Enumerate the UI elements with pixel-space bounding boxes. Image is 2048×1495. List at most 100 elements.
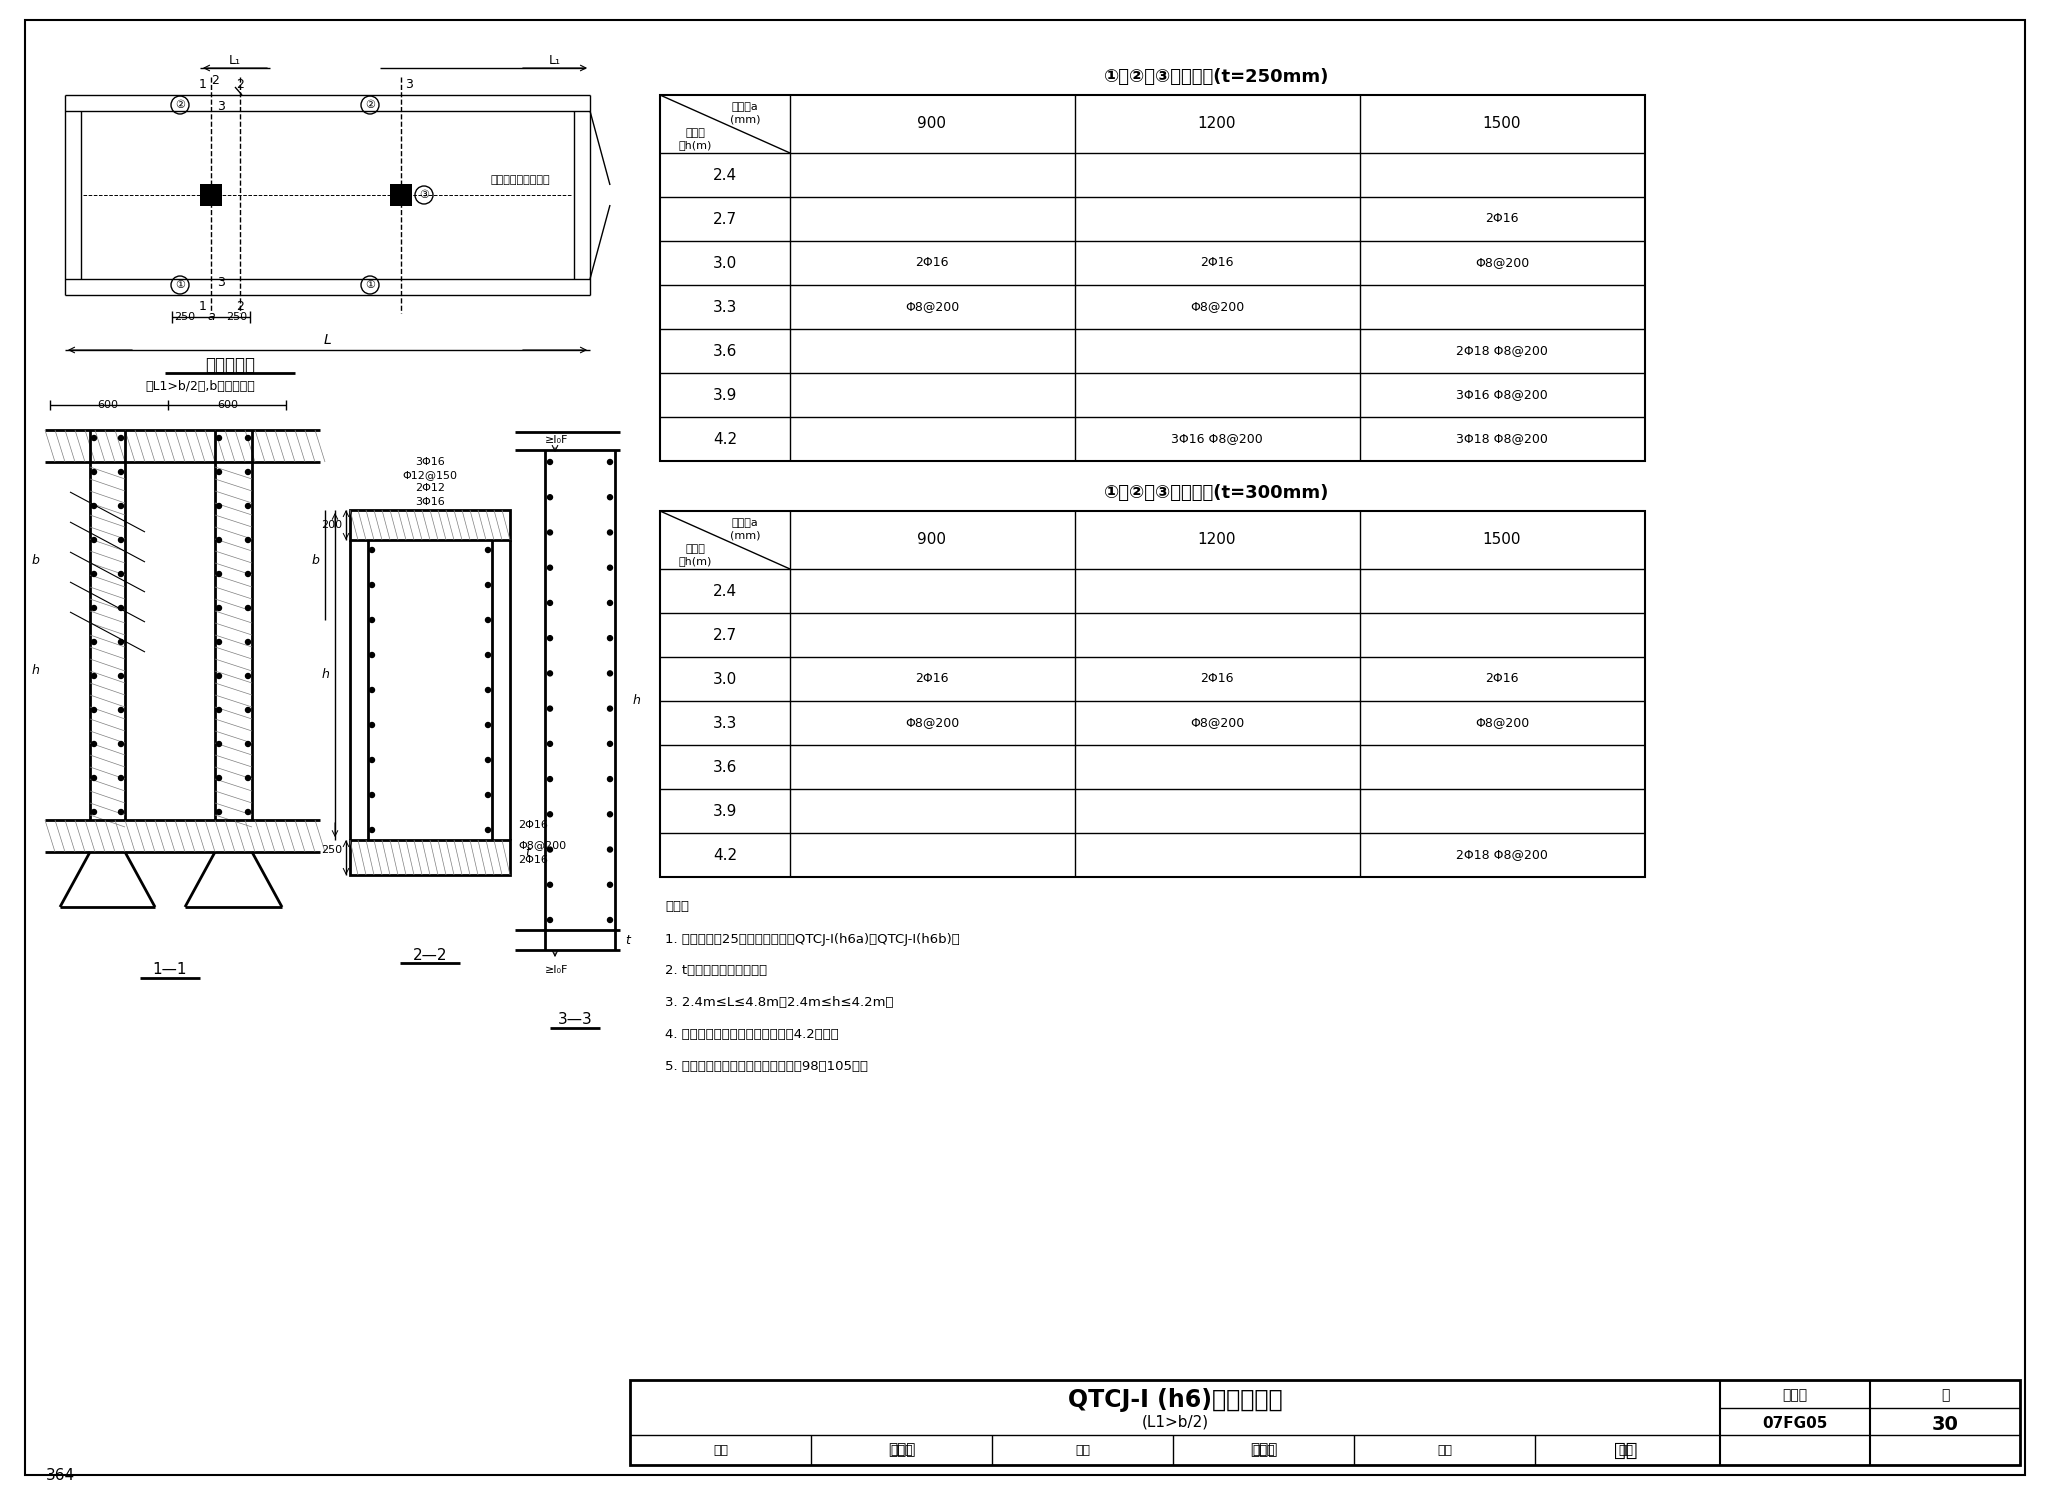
Text: 07FG05: 07FG05 — [1763, 1416, 1827, 1432]
Text: 姜学诗: 姜学诗 — [889, 1443, 915, 1458]
Circle shape — [92, 538, 96, 543]
Circle shape — [547, 706, 553, 712]
Circle shape — [217, 674, 221, 679]
Circle shape — [217, 538, 221, 543]
Circle shape — [485, 688, 492, 692]
Text: ③: ③ — [420, 190, 428, 200]
Circle shape — [217, 776, 221, 780]
Text: ≥l₀F: ≥l₀F — [545, 964, 569, 975]
Text: (mm): (mm) — [729, 531, 760, 540]
Circle shape — [217, 742, 221, 746]
Text: 说明：: 说明： — [666, 900, 688, 913]
Circle shape — [608, 742, 612, 746]
Text: 梁敏茈: 梁敏茈 — [1251, 1444, 1274, 1456]
Circle shape — [369, 617, 375, 622]
Text: 3: 3 — [406, 79, 414, 91]
Text: 窗洞宽a: 窗洞宽a — [731, 102, 758, 112]
Text: 5. 窗框预埋件、挡窗板以及零件图覉98～105页。: 5. 窗框预埋件、挡窗板以及零件图覉98～105页。 — [666, 1060, 868, 1073]
Text: 3Φ16: 3Φ16 — [416, 457, 444, 466]
Text: Φ8@200: Φ8@200 — [1475, 716, 1530, 730]
Bar — [659, 96, 1645, 460]
Text: 2. t为防空地下室外墙厂。: 2. t为防空地下室外墙厂。 — [666, 964, 768, 978]
Text: 4.2: 4.2 — [713, 432, 737, 447]
Text: 2Φ16: 2Φ16 — [1485, 673, 1520, 686]
Text: (mm): (mm) — [729, 114, 760, 124]
Text: 2: 2 — [236, 79, 244, 91]
Text: 2Φ16: 2Φ16 — [518, 855, 549, 866]
Circle shape — [246, 742, 250, 746]
Text: 1: 1 — [199, 79, 207, 91]
Text: 3: 3 — [217, 277, 225, 290]
Circle shape — [369, 828, 375, 833]
Circle shape — [547, 918, 553, 922]
Text: 1200: 1200 — [1198, 117, 1237, 132]
Circle shape — [608, 918, 612, 922]
Text: 1500: 1500 — [1483, 532, 1522, 547]
Text: L₁: L₁ — [549, 54, 561, 66]
Text: t: t — [518, 846, 530, 858]
Text: 2Φ16: 2Φ16 — [518, 819, 549, 830]
Circle shape — [217, 571, 221, 577]
Circle shape — [246, 707, 250, 713]
Circle shape — [217, 435, 221, 441]
Circle shape — [246, 674, 250, 679]
Circle shape — [369, 758, 375, 762]
Text: 1—1: 1—1 — [154, 963, 186, 978]
Text: 王佳: 王佳 — [1614, 1441, 1636, 1459]
Circle shape — [485, 828, 492, 833]
Circle shape — [92, 435, 96, 441]
Circle shape — [608, 776, 612, 782]
Circle shape — [119, 469, 123, 474]
Text: 900: 900 — [918, 532, 946, 547]
Text: 梁敏茈: 梁敏茈 — [1249, 1443, 1278, 1458]
Circle shape — [485, 583, 492, 588]
Circle shape — [608, 848, 612, 852]
Circle shape — [547, 776, 553, 782]
Text: 2Φ18 Φ8@200: 2Φ18 Φ8@200 — [1456, 849, 1548, 861]
Circle shape — [485, 758, 492, 762]
Circle shape — [369, 547, 375, 553]
Text: Φ12@150: Φ12@150 — [403, 469, 457, 480]
Circle shape — [547, 882, 553, 887]
Text: 校对: 校对 — [1075, 1444, 1090, 1456]
Text: 平面配筋图: 平面配筋图 — [205, 356, 256, 374]
Circle shape — [217, 469, 221, 474]
Bar — [350, 840, 510, 875]
Circle shape — [246, 605, 250, 610]
Circle shape — [547, 671, 553, 676]
Circle shape — [246, 435, 250, 441]
Text: 当L1>b/2时,b为窗洞高度: 当L1>b/2时,b为窗洞高度 — [145, 381, 254, 393]
Text: 2.4: 2.4 — [713, 583, 737, 598]
Circle shape — [608, 706, 612, 712]
Circle shape — [217, 504, 221, 508]
Circle shape — [119, 504, 123, 508]
Text: t: t — [625, 933, 631, 946]
Text: 2: 2 — [211, 73, 219, 87]
Text: 3.0: 3.0 — [713, 671, 737, 686]
Text: Φ8@200: Φ8@200 — [1475, 257, 1530, 269]
Text: 4.2: 4.2 — [713, 848, 737, 863]
Circle shape — [92, 469, 96, 474]
Text: 3—3: 3—3 — [557, 1012, 592, 1027]
Circle shape — [92, 776, 96, 780]
Circle shape — [608, 565, 612, 570]
Text: 200: 200 — [322, 520, 342, 531]
Bar — [659, 511, 1645, 878]
Text: Φ8@200: Φ8@200 — [518, 840, 565, 851]
Circle shape — [92, 674, 96, 679]
Text: 250: 250 — [227, 312, 248, 321]
Text: ①: ① — [174, 280, 184, 290]
Text: (L1>b/2): (L1>b/2) — [1141, 1414, 1208, 1429]
Circle shape — [119, 571, 123, 577]
Text: Φ8@200: Φ8@200 — [905, 716, 958, 730]
Text: 3.9: 3.9 — [713, 803, 737, 818]
Circle shape — [369, 652, 375, 658]
Text: ①（②）③筋配筋表(t=250mm): ①（②）③筋配筋表(t=250mm) — [1104, 67, 1329, 87]
Text: 2—2: 2—2 — [414, 948, 446, 963]
Circle shape — [369, 583, 375, 588]
Text: Φ8@200: Φ8@200 — [1190, 716, 1243, 730]
Text: 3.3: 3.3 — [713, 299, 737, 314]
Circle shape — [119, 674, 123, 679]
Circle shape — [547, 459, 553, 465]
Circle shape — [485, 652, 492, 658]
